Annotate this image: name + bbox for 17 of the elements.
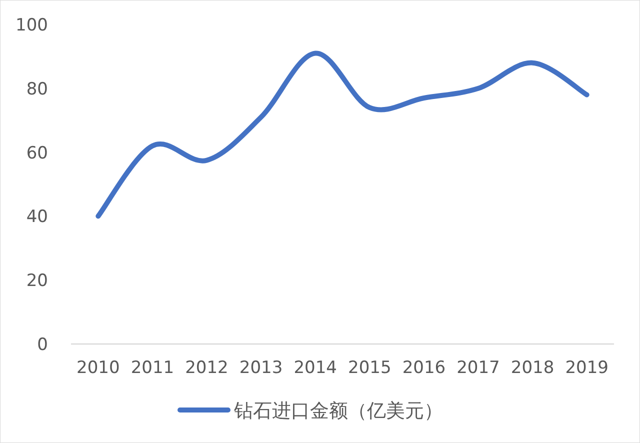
x-tick-label: 2019 xyxy=(565,358,608,378)
x-tick-label: 2013 xyxy=(239,358,283,378)
x-tick-label: 2011 xyxy=(130,358,174,378)
x-tick-label: 2014 xyxy=(294,358,337,378)
x-tick-label: 2016 xyxy=(402,358,446,378)
y-tick-label: 20 xyxy=(26,271,48,292)
x-tick-label: 2018 xyxy=(510,358,554,378)
x-tick-label: 2010 xyxy=(76,358,120,378)
y-tick-label: 100 xyxy=(16,16,48,36)
y-tick-label: 0 xyxy=(37,335,48,355)
y-tick-label: 80 xyxy=(26,79,48,100)
x-tick-label: 2012 xyxy=(185,358,228,378)
y-tick-label: 60 xyxy=(26,143,48,164)
legend-label: 钻石进口金额（亿美元） xyxy=(233,400,443,422)
x-tick-label: 2017 xyxy=(456,358,500,378)
y-tick-label: 40 xyxy=(26,207,48,228)
x-tick-label: 2015 xyxy=(348,358,392,378)
